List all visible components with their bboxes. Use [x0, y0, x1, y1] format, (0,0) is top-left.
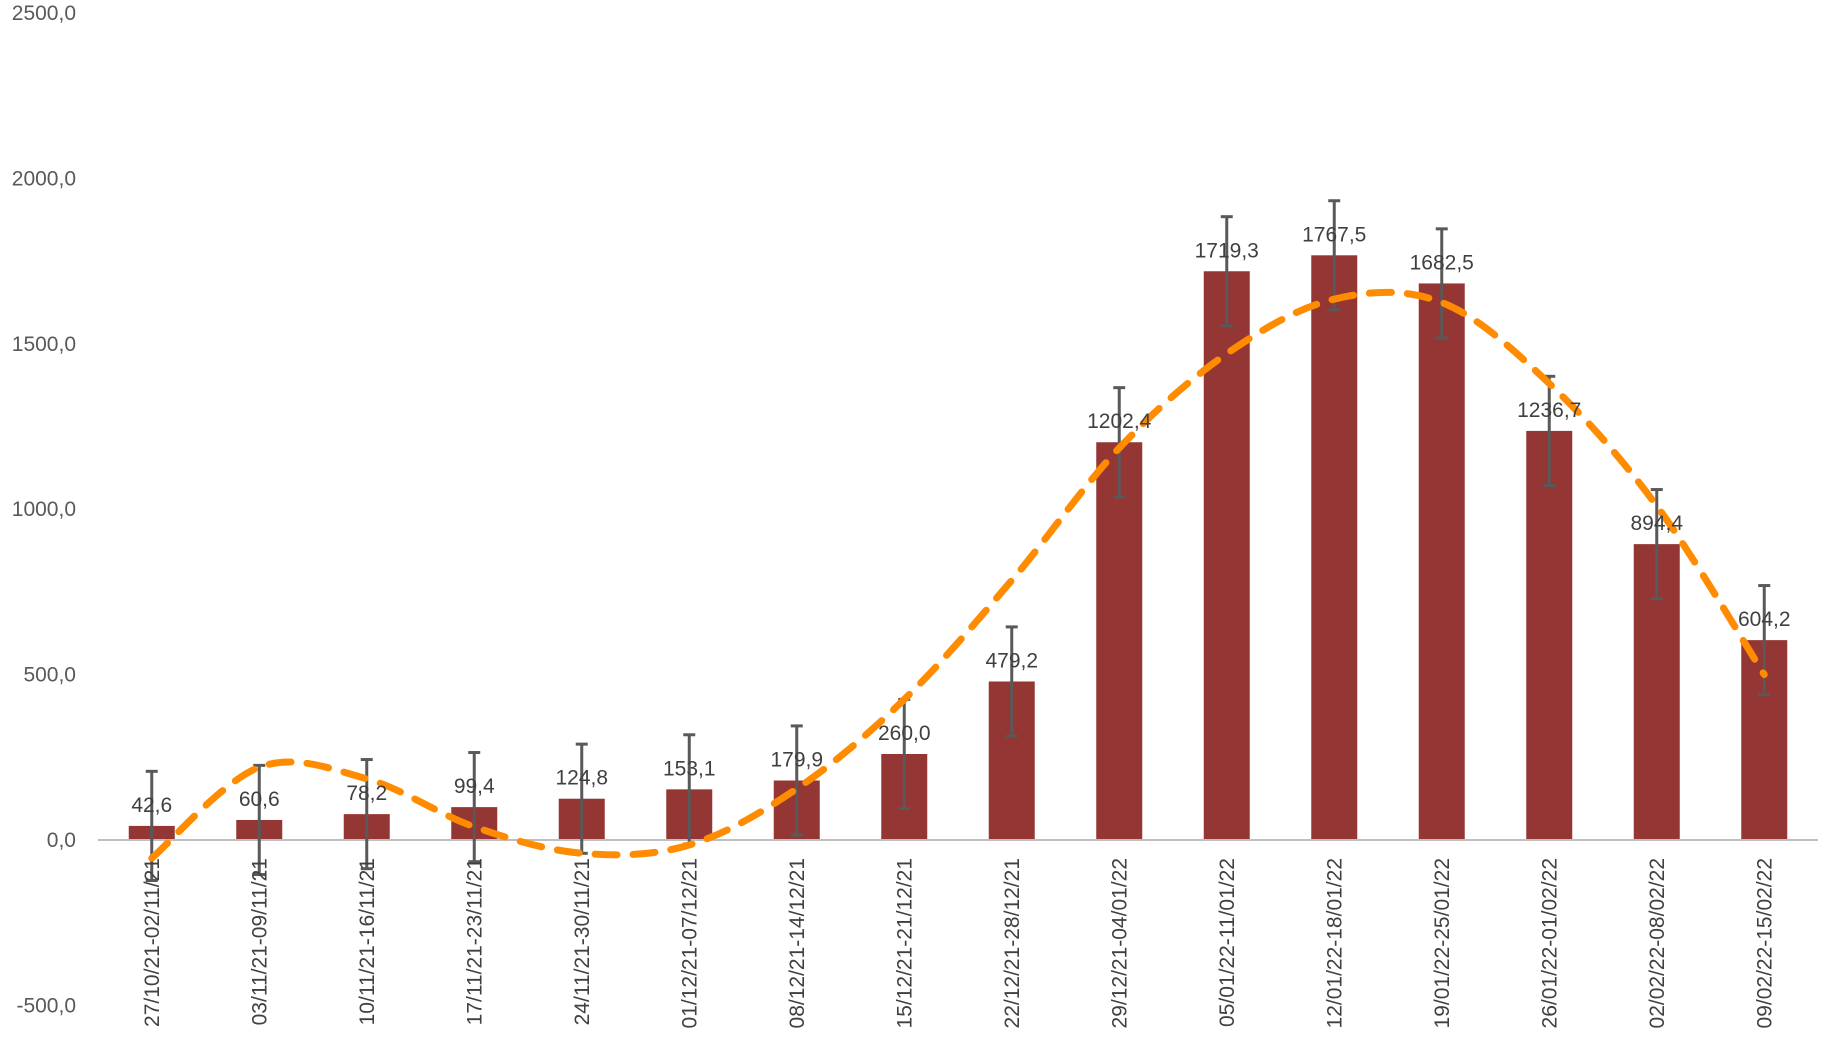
y-tick-label: 0,0 [47, 829, 76, 852]
data-label: 42,6 [131, 794, 172, 817]
bar [1526, 430, 1573, 840]
x-tick-label: 10/11/21-16/11/21 [356, 858, 379, 1025]
y-tick-label: 2500,0 [12, 2, 76, 25]
y-tick-label: -500,0 [16, 994, 76, 1017]
x-tick-label: 17/11/21-23/11/21 [463, 858, 486, 1025]
x-tick-label: 29/12/21-04/01/22 [1108, 858, 1131, 1028]
error-bars [145, 199, 1771, 882]
x-tick-label: 15/12/21-21/12/21 [893, 858, 916, 1028]
bar [1096, 442, 1143, 840]
y-tick-label: 1000,0 [12, 498, 76, 521]
data-label: 1202,4 [1087, 410, 1152, 433]
y-tick-label: 1500,0 [12, 333, 76, 356]
x-tick-label: 19/01/22-25/01/22 [1431, 858, 1454, 1028]
data-label: 78,2 [346, 782, 387, 805]
data-label: 1236,7 [1517, 399, 1581, 422]
x-tick-label: 12/01/22-18/01/22 [1323, 858, 1346, 1028]
x-tick-label: 22/12/21-28/12/21 [1001, 858, 1024, 1028]
x-tick-label: 24/11/21-30/11/21 [571, 858, 594, 1025]
x-tick-label: 08/12/21-14/12/21 [786, 858, 809, 1028]
x-tick-label: 05/01/22-11/01/22 [1216, 858, 1239, 1027]
x-tick-label: 02/02/22-08/02/22 [1646, 858, 1669, 1028]
y-axis-ticks: -500,0 0,0 500,0 1000,0 1500,0 2000,0 2500,0 [12, 2, 76, 1017]
data-label: 124,8 [555, 767, 608, 790]
data-label: 60,6 [239, 788, 280, 811]
bar [1203, 271, 1250, 840]
data-label: 1719,3 [1195, 239, 1259, 262]
bar [1311, 255, 1358, 840]
data-label: 179,9 [770, 748, 823, 771]
bar [1418, 283, 1465, 841]
data-labels: 42,6 60,6 78,2 99,4 124,8 153,1 179,9 260,0 479,… [131, 223, 1790, 817]
y-tick-label: 2000,0 [12, 167, 76, 190]
data-label: 99,4 [454, 775, 495, 798]
y-tick-label: 500,0 [23, 664, 76, 687]
trendline [148, 288, 1768, 862]
x-tick-label: 27/10/21-02/11/21 [141, 858, 164, 1027]
data-label: 894,4 [1630, 512, 1683, 535]
bar-series [128, 255, 1788, 841]
data-label: 1767,5 [1302, 223, 1366, 246]
data-label: 1682,5 [1410, 251, 1474, 274]
data-label: 153,1 [663, 757, 716, 780]
x-axis-category-labels: 27/10/21-02/11/21 03/11/21-09/11/21 10/11/… [141, 858, 1777, 1028]
x-tick-label: 03/11/21-09/11/21 [248, 858, 271, 1025]
data-label: 604,2 [1738, 608, 1791, 631]
x-tick-label: 26/01/22-01/02/22 [1538, 858, 1561, 1028]
data-label: 260,0 [878, 722, 931, 745]
x-tick-label: 09/02/22-15/02/22 [1753, 858, 1776, 1028]
data-label: 479,2 [985, 649, 1038, 672]
x-tick-label: 01/12/21-07/12/21 [678, 858, 701, 1028]
